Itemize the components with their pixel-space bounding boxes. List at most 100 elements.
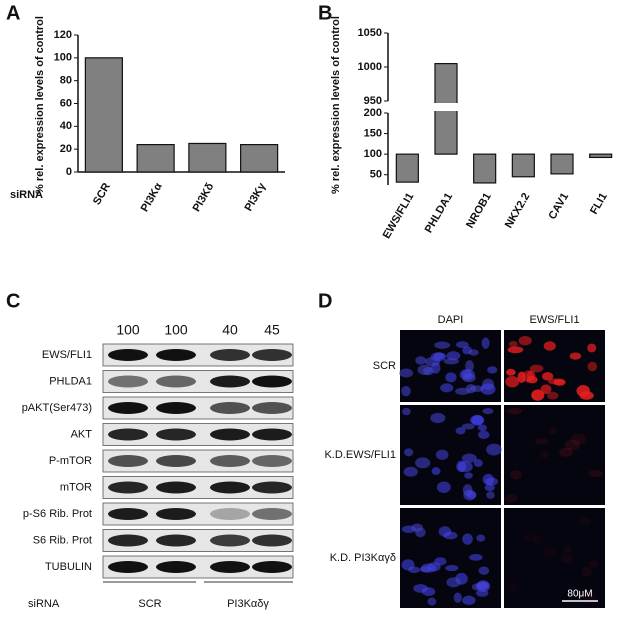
blot-band — [156, 534, 196, 547]
blot-row-label: AKT — [71, 428, 93, 440]
cell — [547, 391, 559, 400]
image-panel — [504, 508, 605, 608]
blot-band — [252, 561, 292, 573]
blot-strip — [102, 370, 294, 393]
bar — [84, 57, 123, 173]
cell — [522, 370, 534, 383]
blot-band — [210, 561, 250, 573]
x-tick-label: EWS/FLI1 — [381, 191, 417, 241]
row-label: K.D. PI3Kαγδ — [330, 552, 396, 564]
blot-band — [210, 508, 250, 520]
blot-band — [108, 534, 148, 547]
x-tick-label: NROB1 — [464, 191, 494, 230]
cell — [548, 427, 557, 435]
y-tick-label: 80 — [60, 75, 72, 87]
cell — [435, 449, 449, 460]
panel-letter: A — [6, 2, 20, 24]
blot-row-label: TUBULIN — [45, 561, 92, 573]
cell — [455, 387, 471, 395]
cell — [522, 534, 537, 542]
cell — [455, 427, 466, 435]
cell — [484, 483, 495, 492]
cell — [459, 368, 475, 381]
x-axis-label: siRNA — [10, 189, 43, 201]
y-tick-label: 200 — [364, 107, 382, 119]
y-tick-label: 0 — [66, 166, 72, 178]
image-panel — [504, 405, 605, 505]
image-panel — [400, 405, 501, 505]
cell — [413, 583, 428, 593]
cell — [480, 383, 496, 395]
cell — [518, 336, 532, 346]
cell — [506, 368, 516, 376]
panel-letter: B — [318, 2, 332, 24]
blot-band — [252, 534, 292, 547]
cell — [570, 433, 586, 445]
cell — [588, 470, 603, 478]
bar — [136, 144, 175, 173]
axis-break — [386, 103, 618, 111]
blot-band — [108, 428, 148, 441]
cell — [415, 457, 431, 469]
cell — [588, 560, 599, 568]
cell — [478, 430, 490, 439]
blot-row-label: mTOR — [60, 481, 92, 493]
y-tick-label: 20 — [60, 143, 72, 155]
cell — [462, 533, 473, 545]
y-tick-label: 40 — [60, 120, 72, 132]
cell — [476, 589, 489, 597]
blot-band — [210, 349, 250, 361]
cell — [532, 535, 544, 544]
blot-band — [156, 561, 196, 573]
blot-row-label: EWS/FLI1 — [42, 349, 92, 361]
cell — [462, 346, 473, 355]
bar — [473, 153, 497, 184]
blot-band — [210, 534, 250, 547]
y-tick-label: 1000 — [358, 61, 382, 73]
cell — [469, 385, 485, 392]
cell — [455, 341, 469, 349]
bar — [589, 153, 613, 159]
bar — [550, 153, 574, 175]
blot-band — [156, 428, 196, 441]
cell — [445, 564, 459, 572]
cell — [453, 592, 462, 603]
cell — [507, 582, 518, 593]
cell — [543, 341, 556, 351]
blot-xlabel: siRNA — [28, 598, 60, 610]
cell — [415, 356, 427, 365]
blot-row-label: p-S6 Rib. Prot — [23, 508, 92, 520]
bar — [240, 144, 279, 173]
row-label: K.D.EWS/FLI1 — [324, 449, 396, 461]
cell — [560, 553, 573, 564]
blot-row-label: S6 Rib. Prot — [33, 534, 92, 546]
cell — [401, 386, 411, 397]
cell — [504, 494, 518, 503]
y-axis-label: % rel. expression levels of control — [330, 16, 342, 194]
blot-band — [210, 481, 250, 494]
blot-band — [252, 375, 292, 388]
cell — [462, 595, 476, 606]
y-tick-label: 100 — [364, 148, 382, 160]
cell — [469, 553, 483, 561]
blot-band — [108, 508, 148, 520]
blot-band — [108, 375, 148, 388]
blot-band — [108, 402, 148, 414]
cell — [434, 341, 451, 349]
x-tick-label: PHLDA1 — [423, 191, 455, 235]
cell — [587, 343, 597, 353]
cell — [438, 526, 452, 537]
cell — [534, 437, 549, 445]
x-tick-label: CAV1 — [546, 191, 571, 222]
blot-band — [252, 508, 292, 520]
blot-band — [156, 508, 196, 520]
cell — [582, 591, 598, 604]
cell — [446, 351, 461, 361]
cell — [477, 424, 487, 432]
cell — [456, 460, 467, 473]
group-label: SCR — [138, 598, 161, 610]
blot-strip — [102, 343, 294, 367]
cell — [531, 389, 545, 401]
cell — [461, 453, 477, 463]
blot-band — [156, 349, 196, 361]
